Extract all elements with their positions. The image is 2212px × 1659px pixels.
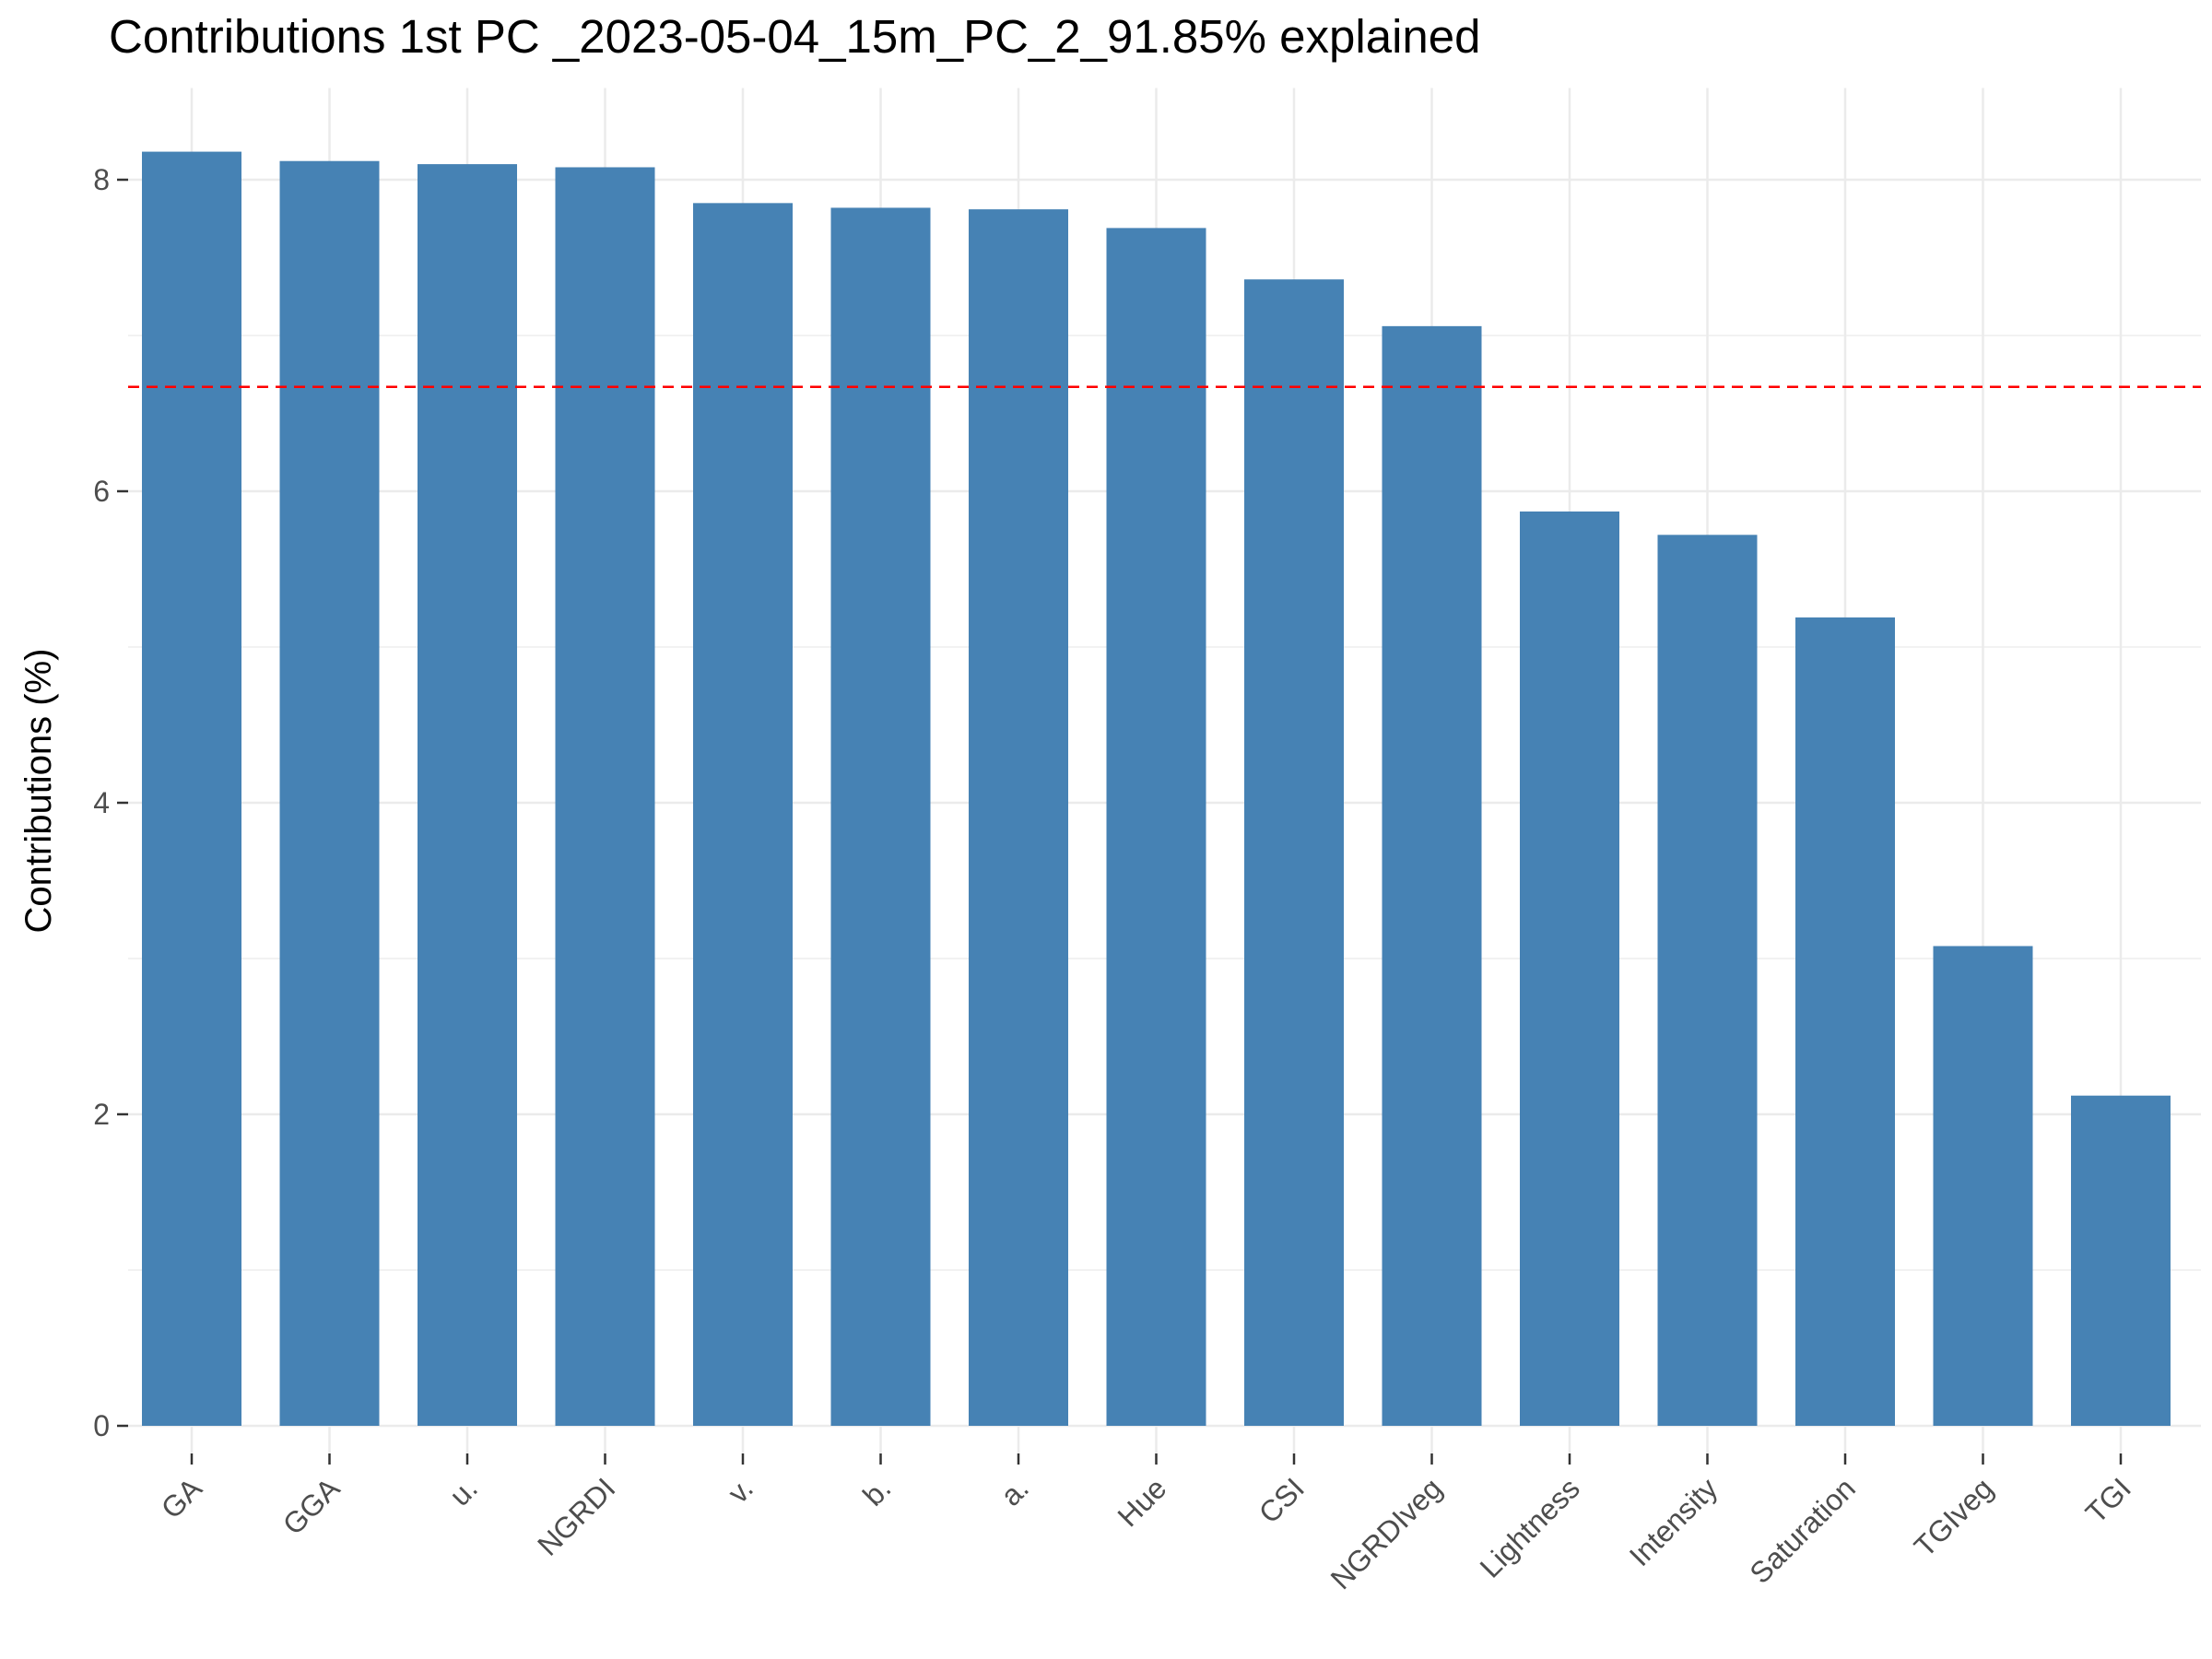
bar-ngrdiveg: [1382, 325, 1482, 1426]
bar-tgi: [2071, 1095, 2171, 1426]
x-tick-label: NGRDI: [531, 1471, 621, 1561]
x-tick-label: NGRDIveg: [1324, 1471, 1449, 1595]
y-axis-label: Contributions (%): [18, 648, 59, 933]
bar-tgiveg: [1933, 946, 2033, 1426]
x-tick-label: a.: [994, 1471, 1035, 1512]
x-axis: GA GGA u. NGRDI v. b. a. Hue CSI NGRDIveg Lightnes…: [155, 1453, 2137, 1595]
x-tick-label: CSI: [1253, 1471, 1311, 1529]
x-tick-label: Saturation: [1743, 1471, 1862, 1590]
x-tick-label: TGIveg: [1908, 1471, 2000, 1563]
x-tick-label: v.: [722, 1471, 759, 1509]
x-tick-label: u.: [443, 1471, 484, 1512]
x-tick-label: b.: [856, 1471, 897, 1512]
y-axis: 0 2 4 6 8: [93, 163, 128, 1442]
bar-csi: [1244, 279, 1344, 1426]
bar-ngrdi: [555, 167, 655, 1427]
x-tick-label: Intensity: [1623, 1471, 1724, 1572]
bar-gga: [279, 160, 380, 1427]
bar-ga: [142, 151, 241, 1427]
y-tick-label: 6: [93, 475, 110, 508]
y-tick-label: 4: [93, 786, 110, 819]
bar-b: [830, 207, 931, 1426]
y-tick-label: 8: [93, 163, 110, 196]
bar-intensity: [1657, 535, 1758, 1426]
bar-layer: [142, 151, 2171, 1427]
x-tick-label: Lightness: [1474, 1471, 1586, 1583]
bar-a: [969, 209, 1068, 1427]
x-tick-label: GGA: [276, 1471, 347, 1541]
x-tick-label: GA: [155, 1471, 209, 1525]
chart-title: Contributions 1st PC _2023-05-04_15m_PC_…: [109, 10, 1481, 63]
x-tick-label: TGI: [2079, 1471, 2137, 1529]
y-tick-label: 0: [93, 1409, 110, 1442]
x-tick-label: Hue: [1111, 1471, 1172, 1533]
y-tick-label: 2: [93, 1098, 110, 1131]
bar-u: [418, 164, 517, 1427]
bar-v: [693, 203, 793, 1427]
bar-lightness: [1520, 511, 1619, 1426]
bar-hue: [1106, 228, 1206, 1426]
bar-saturation: [1795, 617, 1895, 1426]
